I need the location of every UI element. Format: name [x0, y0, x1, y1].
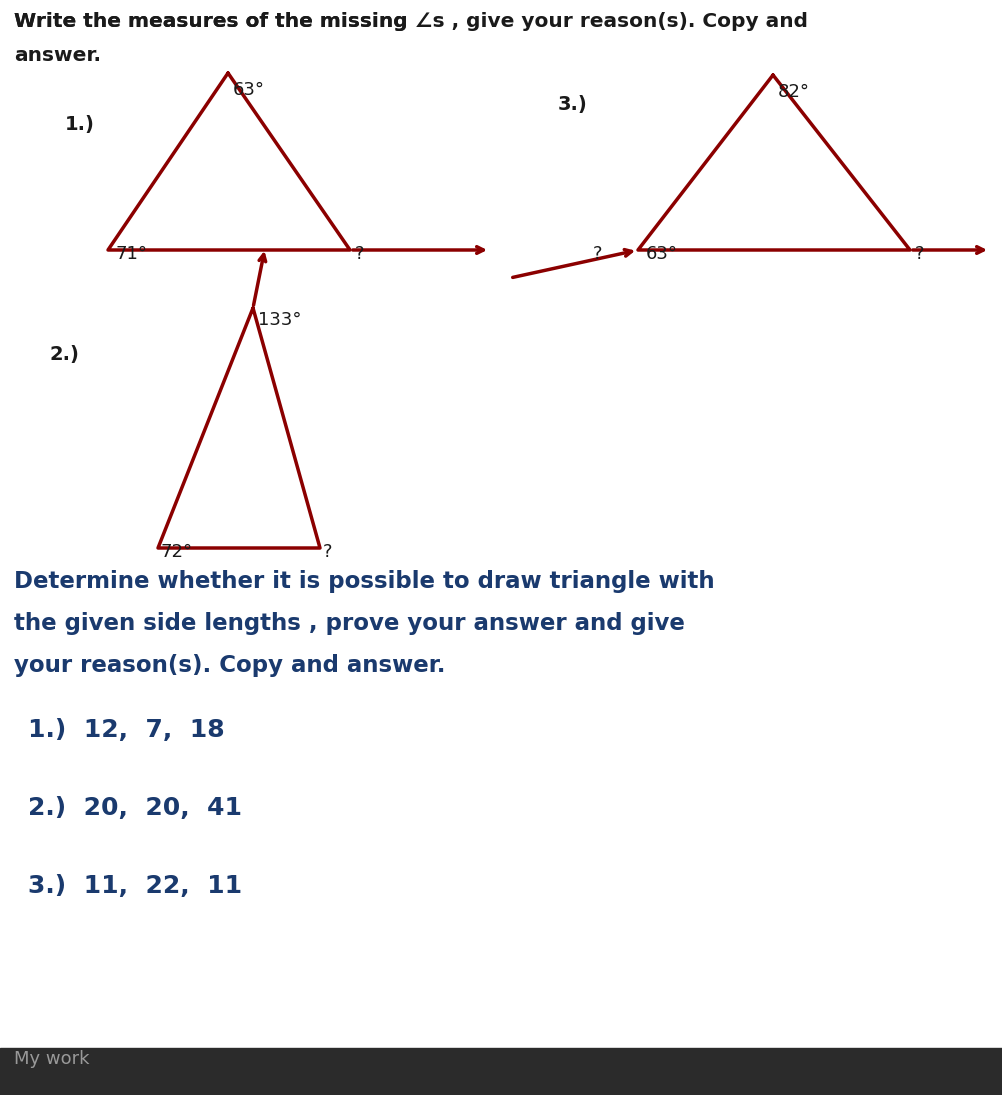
- Text: 3.): 3.): [558, 95, 588, 114]
- Text: ?: ?: [355, 245, 365, 263]
- Text: 2.): 2.): [50, 345, 80, 364]
- Text: Write the measures of the missing: Write the measures of the missing: [14, 12, 415, 31]
- Text: Determine whether it is possible to draw triangle with: Determine whether it is possible to draw…: [14, 570, 714, 593]
- Text: answer.: answer.: [14, 46, 101, 65]
- Text: ?: ?: [323, 543, 333, 561]
- Text: My work: My work: [14, 1050, 89, 1068]
- Bar: [0, 1048, 1002, 1095]
- Text: 3.)  11,  22,  11: 3.) 11, 22, 11: [28, 874, 242, 898]
- Text: your reason(s). Copy and answer.: your reason(s). Copy and answer.: [14, 654, 446, 677]
- Text: 2.)  20,  20,  41: 2.) 20, 20, 41: [28, 796, 242, 820]
- Text: 63°: 63°: [233, 81, 265, 99]
- Text: Write the measures of the missing ∠s , give your reason(s). Copy and: Write the measures of the missing ∠s , g…: [14, 12, 808, 31]
- Text: 63°: 63°: [646, 245, 678, 263]
- Text: 71°: 71°: [116, 245, 148, 263]
- Text: ?: ?: [915, 245, 925, 263]
- Text: ?: ?: [593, 245, 602, 263]
- Text: Write the measures of the missing ∠s , give your reason(s). Copy and: Write the measures of the missing ∠s , g…: [14, 12, 808, 31]
- Text: 1.)  12,  7,  18: 1.) 12, 7, 18: [28, 718, 224, 742]
- Text: 82°: 82°: [778, 83, 810, 101]
- Text: 133°: 133°: [258, 311, 302, 328]
- Text: the given side lengths , prove your answer and give: the given side lengths , prove your answ…: [14, 612, 685, 635]
- Text: 1.): 1.): [65, 115, 95, 134]
- Text: 72°: 72°: [161, 543, 193, 561]
